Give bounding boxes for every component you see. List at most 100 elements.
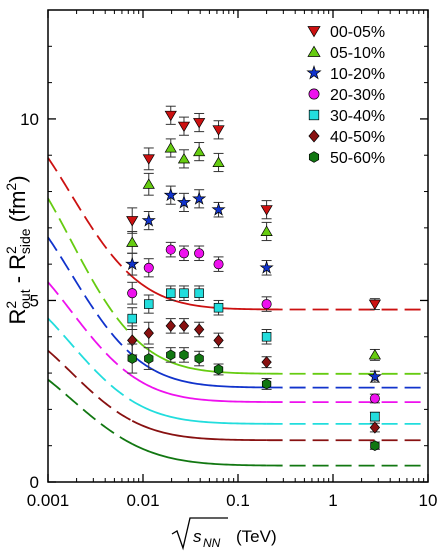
fit-curve-40-50% <box>131 419 267 442</box>
fit-curve-50-60% <box>47 378 133 445</box>
axes: 0.001 0.01 0.1 1 10 0 5 10 <box>20 9 438 510</box>
fit-curve-00-05% <box>47 157 133 278</box>
fit-curve-05-10% <box>131 335 267 375</box>
fit-curve-40-50% <box>47 349 133 422</box>
data-point <box>163 187 178 202</box>
legend: 00-05% 05-10% 10-20% 20-30% 30-40% 40-50% 50-6… <box>306 24 385 167</box>
data-point <box>127 313 137 324</box>
x-axis-label-subscript: NN <box>203 536 221 550</box>
series-20-30% <box>127 241 380 404</box>
data-point <box>212 125 225 136</box>
y-tick-label: 10 <box>20 110 39 129</box>
series-00-05% <box>126 105 382 311</box>
x-tick-label: 0.1 <box>226 491 250 510</box>
sqrt-icon <box>171 517 228 551</box>
data-point <box>144 353 154 364</box>
fit-curve-50-60% <box>131 443 267 467</box>
y-tick-label: 5 <box>30 291 39 310</box>
data-point <box>166 288 176 298</box>
data-point <box>179 288 189 298</box>
data-point <box>261 378 272 390</box>
data-point <box>177 152 191 164</box>
fit-curve-10-20% <box>131 354 267 389</box>
data-point <box>193 145 206 157</box>
data-point <box>370 411 380 422</box>
data-point <box>193 118 206 129</box>
data-point <box>194 353 204 364</box>
data-point <box>179 349 189 361</box>
data-point <box>369 421 381 434</box>
series-40-50% <box>127 318 381 434</box>
data-point <box>368 349 382 360</box>
legend-marker-05-10% <box>307 45 321 57</box>
data-point <box>127 288 138 299</box>
data-point <box>367 369 382 383</box>
data-point <box>143 262 154 273</box>
x-axis-label-symbol: s <box>193 527 202 546</box>
legend-marker-20-30% <box>308 88 320 100</box>
data-point <box>127 353 137 364</box>
data-point <box>261 332 272 342</box>
data-point <box>143 327 154 340</box>
legend-label: 10-20% <box>330 66 385 83</box>
data-point <box>370 440 380 452</box>
legend-marker-00-05% <box>307 26 321 38</box>
fit-curve-30-40% <box>47 317 133 402</box>
legend-marker-30-40% <box>308 109 320 121</box>
data-point <box>213 334 224 347</box>
data-point <box>260 225 273 236</box>
data-point <box>261 299 272 310</box>
data-point <box>126 216 139 227</box>
fit-curve-10-20% <box>47 236 133 356</box>
data-point <box>194 323 205 336</box>
data-point <box>211 202 226 216</box>
series-05-10% <box>126 138 382 361</box>
legend-label: 20-30% <box>330 87 385 104</box>
legend-marker-50-60% <box>308 151 320 163</box>
data-point <box>141 213 156 227</box>
y-tick-label: 0 <box>30 473 39 492</box>
data-point <box>178 319 190 332</box>
fit-curve-05-10% <box>47 197 133 337</box>
data-point <box>176 195 192 209</box>
data-point <box>165 244 176 255</box>
x-tick-label: 1 <box>328 491 337 510</box>
data-point <box>125 256 140 271</box>
fit-curve-30-40% <box>131 400 267 425</box>
legend-marker-10-20% <box>306 65 322 80</box>
data-point <box>368 299 382 311</box>
data-point <box>213 364 224 375</box>
data-points <box>125 105 382 452</box>
fit-curve-20-30% <box>131 375 267 403</box>
fit-curves <box>47 157 428 467</box>
fit-curve-20-30% <box>47 281 133 377</box>
data-point <box>261 356 272 369</box>
data-point <box>194 288 204 298</box>
series-50-60% <box>127 343 380 452</box>
legend-label: 40-50% <box>330 129 385 146</box>
x-tick-label: 10 <box>419 491 438 510</box>
legend-label: 50-60% <box>330 150 385 167</box>
x-axis-label: s NN (TeV) <box>171 517 277 551</box>
series-30-40% <box>127 285 380 422</box>
legend-label: 05-10% <box>330 45 385 62</box>
legend-label: 00-05% <box>330 24 385 41</box>
x-tick-label: 0.001 <box>27 491 70 510</box>
legend-marker-40-50% <box>308 129 320 143</box>
data-point <box>259 260 274 274</box>
y-axis-label: R2out - R2side (fm2) <box>3 175 33 324</box>
data-point <box>165 319 176 332</box>
x-axis-label-unit: (TeV) <box>236 527 277 546</box>
data-point <box>177 121 191 133</box>
data-point <box>142 178 155 189</box>
series-10-20% <box>125 185 382 383</box>
data-point <box>164 142 177 153</box>
data-point <box>369 393 380 404</box>
fit-curve-00-05% <box>131 275 267 311</box>
data-point <box>213 302 224 313</box>
data-point <box>142 154 155 165</box>
data-point <box>212 156 225 167</box>
data-point <box>166 349 176 361</box>
data-point <box>178 248 190 259</box>
